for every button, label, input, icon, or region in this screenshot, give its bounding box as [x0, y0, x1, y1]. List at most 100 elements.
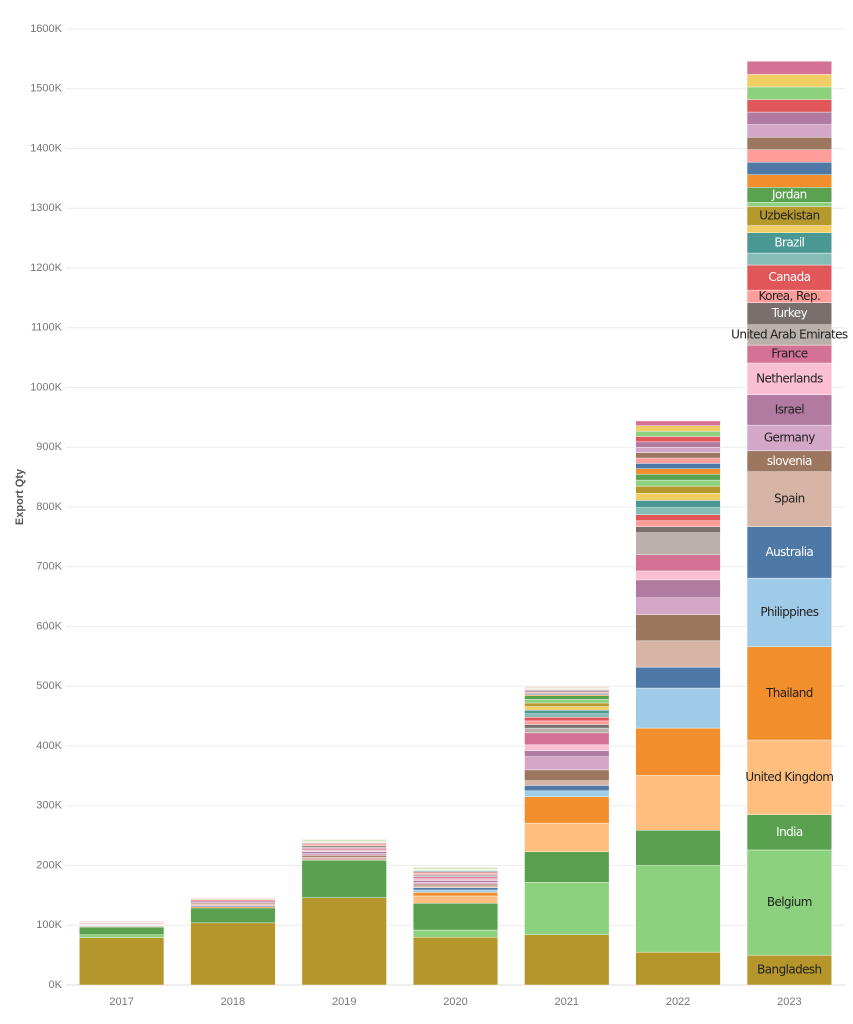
bar-segment: [746, 225, 832, 233]
y-tick-label: 1300K: [30, 202, 62, 214]
bar-segment: [746, 136, 832, 150]
segment-label: Germany: [764, 430, 815, 444]
bar-segment: [746, 99, 832, 113]
bar-segment: [746, 124, 832, 138]
segment-label: Korea, Rep.: [759, 289, 821, 303]
bar-segment: [746, 264, 832, 291]
bar-segment: [79, 937, 165, 986]
bar-segment: [746, 149, 832, 163]
bar-segment: [301, 859, 387, 898]
bar-segment: [635, 640, 721, 668]
y-tick-label: 800K: [36, 501, 62, 513]
y-tick-label: 1100K: [31, 322, 63, 334]
bar-segment: [524, 713, 610, 718]
bar-segment: [746, 526, 832, 579]
x-tick-label: 2017: [109, 996, 133, 1008]
segment-label: Bangladesh: [757, 963, 821, 977]
bar-segment: [524, 706, 610, 711]
bar-segment: [413, 937, 498, 986]
segment-label: Brazil: [774, 235, 804, 249]
bar-segment: [413, 887, 498, 891]
bar-segment: [635, 420, 721, 426]
bar-segment: [301, 855, 387, 858]
y-tick-label: 300K: [36, 800, 62, 812]
bar-segment: [635, 485, 721, 494]
bar-segment: [635, 507, 721, 515]
y-axis-title: Export Qty: [14, 468, 26, 525]
bar-segment: [413, 883, 498, 887]
bar-segment: [635, 597, 721, 615]
segment-label: Jordan: [771, 187, 807, 201]
bar-segment: [524, 796, 610, 824]
bar-segment: [301, 856, 387, 861]
bar-segment: [524, 695, 610, 700]
x-tick-label: 2023: [777, 996, 801, 1008]
bar-segment: [524, 720, 610, 725]
y-tick-label: 600K: [36, 620, 62, 632]
bar-segment: [524, 750, 610, 757]
y-tick-label: 700K: [36, 561, 62, 573]
bar-segment: [413, 880, 498, 883]
segment-label: India: [776, 825, 803, 839]
y-tick-label: 1500K: [30, 83, 62, 95]
bar-segment: [413, 929, 498, 938]
bar-segment: [524, 851, 610, 883]
bar-segment: [413, 876, 498, 879]
x-tick-label: 2022: [666, 996, 690, 1008]
y-tick-label: 1600K: [30, 23, 62, 35]
bar-segment: [413, 892, 498, 897]
bar-segment: [746, 362, 832, 395]
bar-segment: [746, 162, 832, 175]
segment-label: Uzbekistan: [759, 209, 819, 223]
bar-segment: [635, 687, 721, 729]
x-tick-label: 2019: [332, 996, 356, 1008]
bar-segment: [524, 686, 610, 688]
bar-segment: [746, 577, 832, 648]
segment-label: United Kingdom: [745, 770, 833, 784]
y-tick-label: 200K: [36, 859, 62, 871]
x-tick-label: 2021: [555, 996, 579, 1008]
segment-label: Australia: [766, 545, 814, 559]
bar-segment: [635, 579, 721, 599]
bar-segment: [635, 865, 721, 953]
bar-segment: [635, 554, 721, 572]
bar-segment: [413, 882, 498, 885]
segment-label: Netherlands: [756, 371, 823, 385]
bar-segment: [746, 252, 832, 266]
bar-segment: [746, 954, 832, 986]
bar-segment: [413, 889, 498, 893]
y-tick-label: 1200K: [30, 262, 62, 274]
segment-label: Canada: [768, 270, 810, 284]
bar-segment: [190, 907, 276, 924]
bar-segment: [635, 570, 721, 581]
y-tick-label: 400K: [36, 740, 62, 752]
bar-segment: [635, 447, 721, 453]
x-tick-label: 2020: [443, 996, 467, 1008]
bar-segment: [524, 744, 610, 751]
bar-segment: [301, 849, 387, 852]
bar-segment: [524, 699, 610, 704]
bar-segment: [524, 934, 610, 986]
bar-segment: [635, 425, 721, 432]
bar-segment: [635, 463, 721, 469]
bar-segment: [635, 532, 721, 556]
bar-segment: [524, 709, 610, 714]
bar-segment: [301, 853, 387, 856]
bar-segment: [524, 882, 610, 936]
bar-segment: [635, 830, 721, 866]
bar-segment: [301, 847, 387, 851]
bar-segment: [524, 790, 610, 797]
segment-label: United Arab Emirates: [731, 327, 848, 341]
segment-label: Belgium: [767, 895, 812, 909]
bar-segment: [635, 727, 721, 776]
bar-segment: [746, 111, 832, 125]
y-tick-label: 900K: [36, 441, 62, 453]
bar-segment: [524, 732, 610, 746]
bar-segment: [79, 920, 165, 922]
bar-segment: [635, 493, 721, 501]
bar-segment: [635, 452, 721, 459]
bar-segment: [746, 814, 832, 851]
bar-segment: [635, 436, 721, 443]
